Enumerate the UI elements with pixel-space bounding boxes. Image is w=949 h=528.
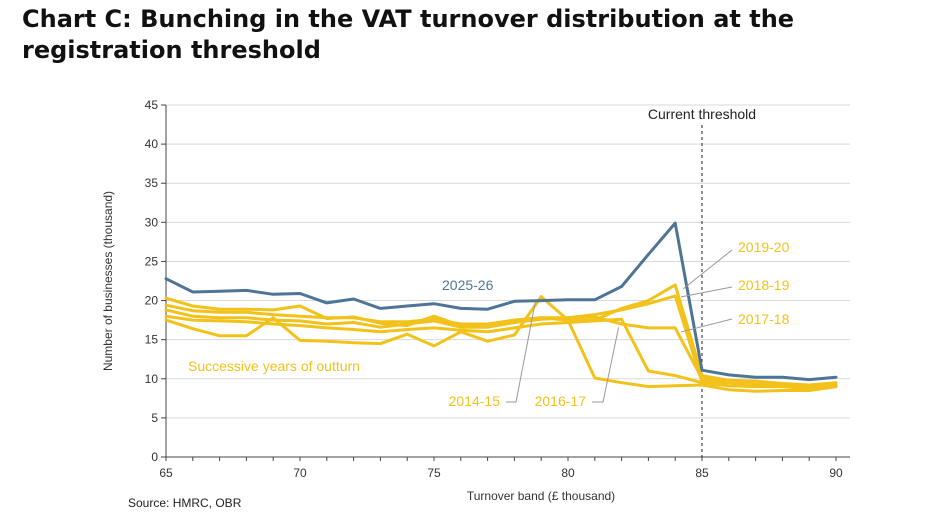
leader-line-2017-18 [681,318,733,333]
y-tick-label: 40 [145,137,159,151]
grid [166,104,850,419]
y-tick-label: 0 [151,450,158,464]
x-tick-label: 80 [561,466,575,480]
x-tick-label: 90 [829,466,843,480]
y-tick-label: 20 [145,294,159,308]
chart-title: Chart C: Bunching in the VAT turnover di… [22,5,795,64]
source-note: Source: HMRC, OBR [128,496,242,510]
leader-line-2014-15 [506,302,536,403]
series-line-2025-26 [164,221,838,382]
y-tick-label: 25 [145,254,159,268]
threshold-label: Current threshold [648,106,756,122]
axes: 0 5 10 15 20 25 30 35 40 45 65 70 75 80 85 90 Turnover b… [101,98,850,503]
annotation-2025-26: 2025-26 [442,277,494,293]
annotations: 2025-26 Successive years of outturn 2019-2… [188,239,790,409]
y-tick-label: 35 [145,176,159,190]
annotation-2019-20: 2019-20 [738,239,790,255]
series-line-2016-17 [164,314,838,391]
annotation-successive-years-of-outturn: Successive years of outturn [188,358,360,374]
y-tick-label: 30 [145,215,159,229]
x-tick-label: 70 [293,466,307,480]
annotation-2014-15: 2014-15 [449,393,501,409]
series-lines [164,221,838,393]
x-axis-label: Turnover band (£ thousand) [467,489,615,503]
x-tick-label: 85 [695,466,709,480]
y-tick-label: 5 [151,411,158,425]
series-line-2019-20 [164,283,838,387]
y-axis-label: Number of businesses (thousand) [101,191,115,371]
x-tick-label: 75 [427,466,441,480]
leader-line-2019-20 [682,249,733,290]
annotation-2018-19: 2018-19 [738,277,790,293]
annotation-2016-17: 2016-17 [535,393,587,409]
y-tick-label: 45 [145,98,159,112]
threshold-marker: Current threshold [648,106,756,457]
x-tick-label: 65 [159,466,173,480]
annotation-2017-18: 2017-18 [738,311,790,327]
y-tick-label: 10 [145,372,159,386]
y-tick-label: 15 [145,333,159,347]
leader-line-2018-19 [681,286,733,298]
leader-line-2016-17 [592,327,620,403]
